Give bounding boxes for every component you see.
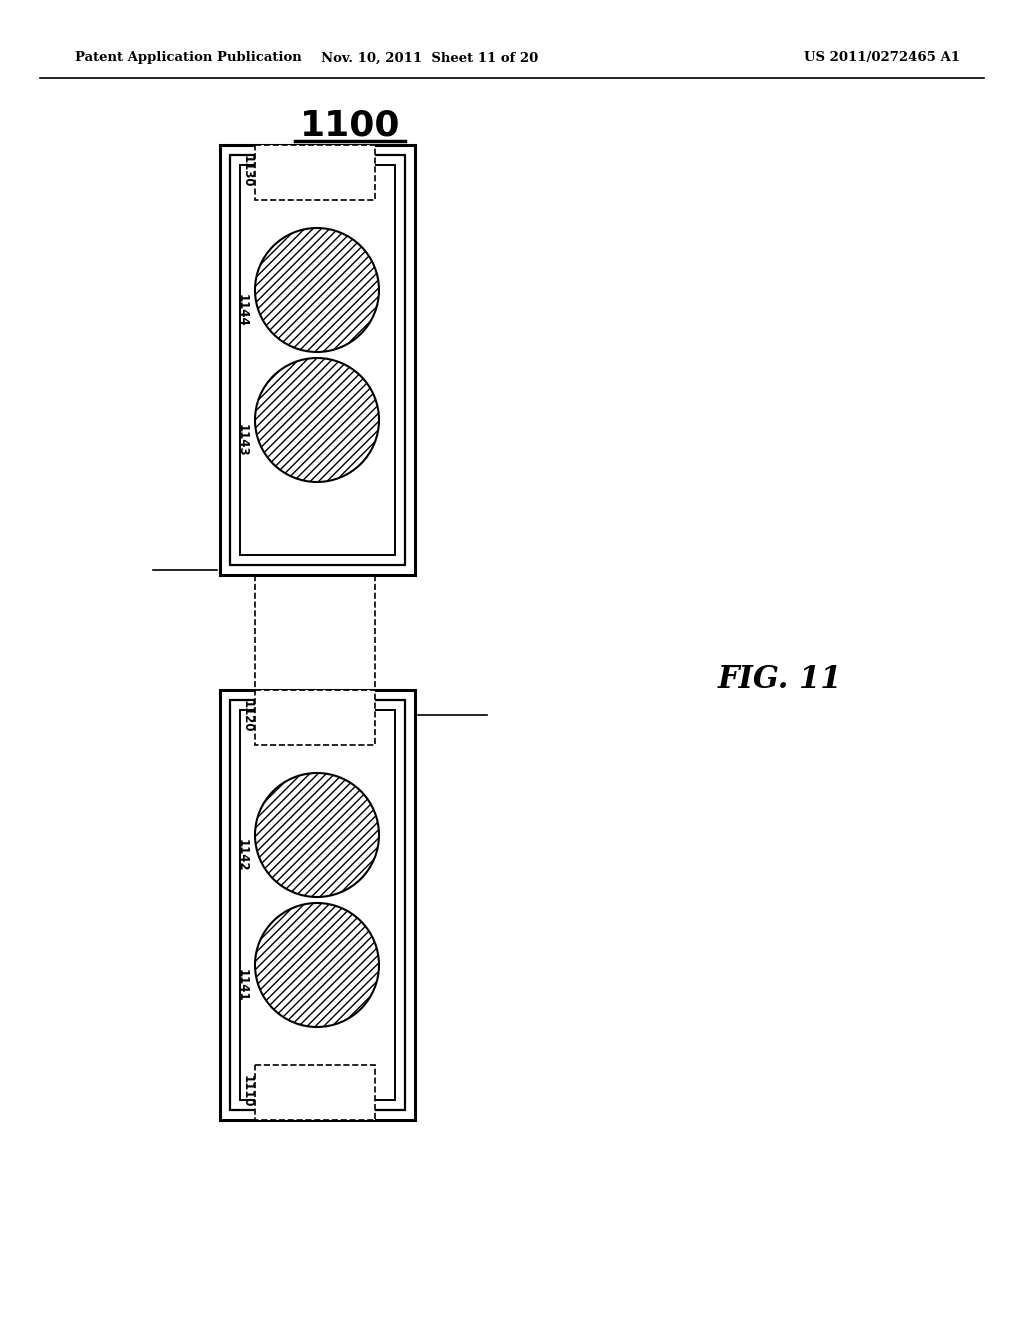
Bar <box>240 165 395 554</box>
Circle shape <box>255 228 379 352</box>
Text: 1130: 1130 <box>241 154 254 187</box>
Circle shape <box>255 774 379 898</box>
Text: 1100: 1100 <box>300 108 400 143</box>
Bar <box>255 1065 375 1119</box>
Text: 1143: 1143 <box>236 424 249 457</box>
Bar <box>255 690 375 744</box>
Circle shape <box>255 903 379 1027</box>
Text: US 2011/0272465 A1: US 2011/0272465 A1 <box>804 51 961 65</box>
Text: 1141: 1141 <box>236 969 249 1002</box>
Text: 1142: 1142 <box>236 838 249 871</box>
Bar <box>255 145 375 201</box>
Text: Patent Application Publication: Patent Application Publication <box>75 51 302 65</box>
Text: FIG. 11: FIG. 11 <box>718 664 843 696</box>
Bar <box>220 690 415 1119</box>
Bar <box>230 700 406 1110</box>
Text: 1110: 1110 <box>241 1074 254 1107</box>
Bar <box>240 710 395 1100</box>
Text: 1144: 1144 <box>236 293 249 326</box>
Text: 1120: 1120 <box>241 700 254 733</box>
Circle shape <box>255 358 379 482</box>
Bar <box>230 154 406 565</box>
Bar <box>220 145 415 576</box>
Text: Nov. 10, 2011  Sheet 11 of 20: Nov. 10, 2011 Sheet 11 of 20 <box>322 51 539 65</box>
